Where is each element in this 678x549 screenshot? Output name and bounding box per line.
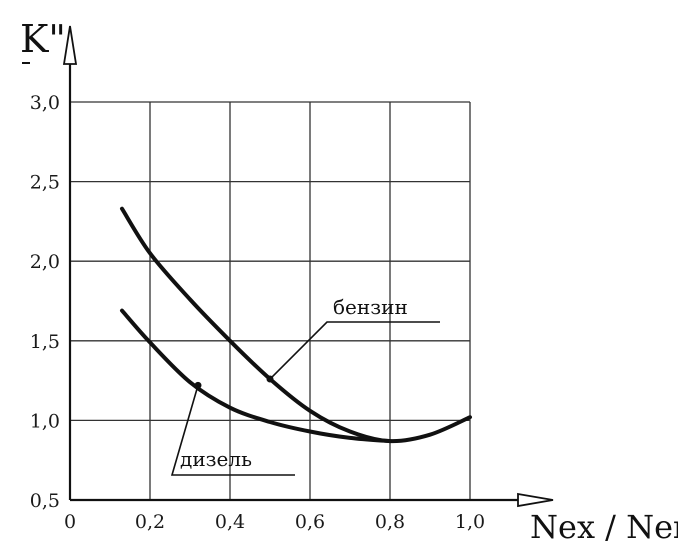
- x-tick-label: 0,2: [135, 511, 165, 533]
- y-tick-label: 1,0: [30, 410, 60, 432]
- leader-lines: бензин дизель: [170, 295, 440, 476]
- leader-line-benzin: [269, 321, 440, 380]
- x-tick-label: 0,4: [215, 511, 245, 533]
- y-tick-label: 2,5: [30, 172, 60, 194]
- y-tick-label: 0,5: [30, 490, 60, 512]
- series-line-dizel: [120, 308, 392, 444]
- x-tick-label: 0: [64, 511, 76, 533]
- series-label-benzin: бензин: [333, 295, 408, 319]
- leader-line-dizel: [170, 385, 295, 476]
- axes: [62, 25, 554, 508]
- series-label-dizel: дизель: [180, 447, 252, 471]
- y-tick-label: 1,5: [30, 331, 60, 353]
- x-tick-label: 0,6: [295, 511, 325, 533]
- x-axis-label: Nex / Neн: [530, 508, 678, 546]
- tick-labels: 0 0,2 0,4 0,6 0,8 1,0 0,5 1,0 1,5 2,0 2,5 3,0: [30, 92, 485, 533]
- x-tick-label: 0,8: [375, 511, 405, 533]
- x-axis-arrow: [517, 492, 554, 508]
- y-axis-arrow: [62, 25, 78, 65]
- y-tick-label: 2,0: [30, 251, 60, 273]
- series-line-benzin: [120, 206, 472, 444]
- series-group: [120, 206, 472, 444]
- y-axis-label: K": [20, 17, 66, 61]
- y-tick-label: 3,0: [30, 92, 60, 114]
- x-tick-label: 1,0: [455, 511, 485, 533]
